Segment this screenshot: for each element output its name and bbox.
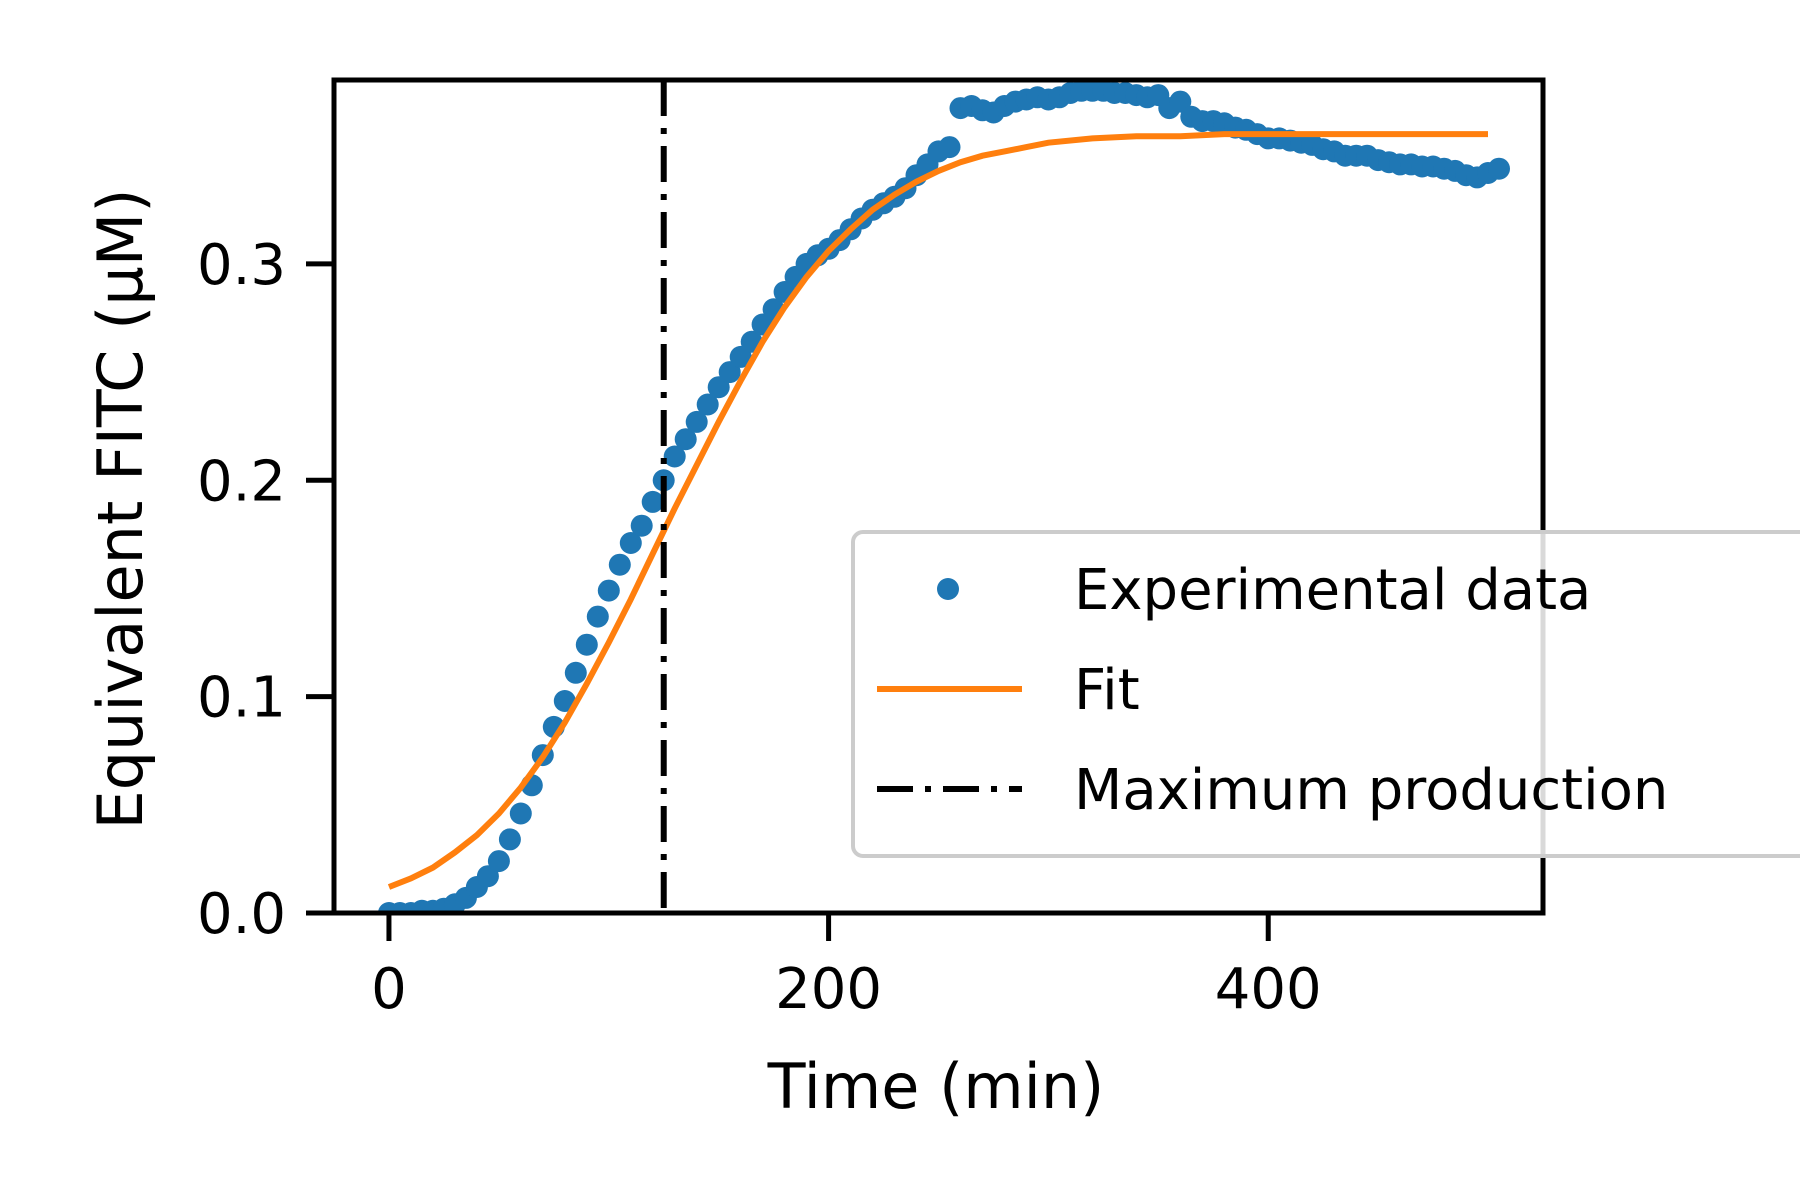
data-point [718, 361, 741, 384]
data-point [619, 532, 642, 554]
x-tick-label: 400 [1215, 957, 1322, 1022]
data-point [1169, 90, 1192, 113]
data-point [498, 828, 521, 851]
data-point [938, 136, 961, 159]
axes-frame [331, 77, 1546, 916]
data-point [509, 802, 532, 825]
x-axis-label: Time (min) [767, 1050, 1105, 1123]
data-point [663, 445, 686, 468]
data-point [729, 345, 752, 368]
data-point [630, 514, 653, 537]
y-axis-label: Equivalent FITC (µM) [84, 189, 157, 830]
data-point [641, 490, 664, 513]
data-point [487, 850, 510, 873]
legend-label-maximum: Maximum production [1074, 758, 1668, 823]
data-point [564, 661, 587, 684]
x-tick-label: 200 [775, 957, 882, 1022]
data-point [1488, 157, 1510, 180]
data-point [608, 553, 631, 576]
data-point [597, 579, 620, 602]
data-point [553, 690, 576, 712]
y-tick-label: 0.1 [197, 666, 286, 731]
data-point [674, 428, 697, 451]
legend-label-experimental: Experimental data [1074, 558, 1591, 623]
axes: 0 200 400 0.0 0.1 0.2 0.3 [197, 77, 1546, 1022]
fit-line [387, 131, 1488, 890]
data-point [696, 393, 719, 416]
x-tick-label: 0 [371, 957, 407, 1022]
y-tick-label: 0.0 [197, 882, 286, 947]
legend-box [851, 530, 1800, 858]
data-point [586, 605, 609, 628]
legend: Experimental data Fit Maximum production [851, 530, 1800, 858]
y-tick-label: 0.2 [197, 449, 286, 514]
data-point [685, 410, 708, 433]
data-point [476, 865, 499, 888]
legend-label-fit: Fit [1074, 658, 1140, 723]
y-tick-label: 0.3 [197, 233, 286, 298]
plot-area [378, 80, 1510, 913]
data-point [575, 633, 598, 656]
legend-marker-experimental [937, 578, 959, 600]
data-point [707, 376, 730, 399]
